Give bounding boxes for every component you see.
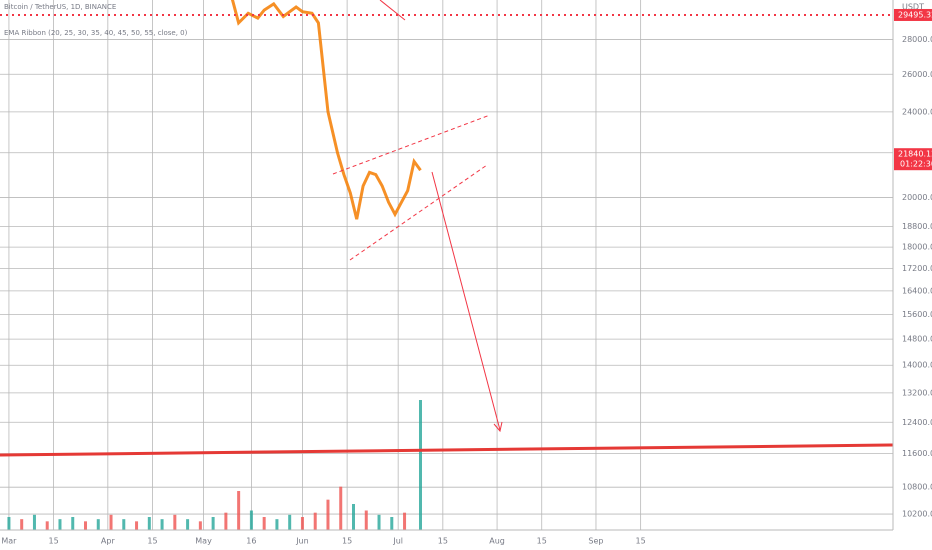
volume-bar <box>403 512 407 530</box>
support-line <box>0 443 894 457</box>
x-tick-label: 15 <box>537 537 547 546</box>
x-tick-label: 15 <box>438 537 448 546</box>
volume-bar <box>198 521 202 530</box>
volume-bar <box>135 521 139 530</box>
y-tick-label: 24000.00 <box>902 107 932 116</box>
y-tick-label: 15600.00 <box>902 310 932 319</box>
volume-bar <box>160 519 164 530</box>
volume-bar <box>173 514 177 530</box>
volume-bar <box>58 519 62 530</box>
volume-bar <box>71 517 75 530</box>
y-tick-label: 20000.00 <box>902 193 932 202</box>
level-tag <box>894 8 932 21</box>
unit-label: USDT <box>902 3 924 12</box>
x-tick-label: Aug <box>489 537 505 546</box>
volume-bar <box>288 514 292 530</box>
x-tick-label: Apr <box>101 537 116 546</box>
volume-bar <box>364 510 368 530</box>
volume-bar <box>418 400 422 530</box>
volume-bar <box>109 514 113 530</box>
y-tick-label: 11600.00 <box>902 449 932 458</box>
symbol-title: Bitcoin / TetherUS, 1D, BINANCE <box>4 3 116 11</box>
volume-bar <box>84 521 88 530</box>
x-tick-label: Jul <box>392 537 403 546</box>
y-tick-label: 12400.00 <box>902 418 932 427</box>
axis-labels: 28000.0026000.0024000.0022000.0020000.00… <box>1 8 932 546</box>
y-tick-label: 14800.00 <box>902 335 932 344</box>
x-tick-label: May <box>195 537 212 546</box>
volume-bar <box>339 486 343 530</box>
y-tick-label: 13200.00 <box>902 388 932 397</box>
volume-bar <box>122 519 126 530</box>
volume-bar <box>186 519 190 530</box>
volume-bar <box>390 517 394 530</box>
volume-bar <box>326 499 330 530</box>
x-tick-label: Sep <box>588 537 603 546</box>
volume-bar <box>20 519 24 530</box>
x-tick-label: 15 <box>147 537 157 546</box>
volume-bar <box>32 514 36 530</box>
x-tick-label: 15 <box>342 537 352 546</box>
arrow-head <box>493 421 503 433</box>
y-tick-label: 18800.00 <box>902 222 932 231</box>
last-price-label: 21840.12 <box>898 150 932 159</box>
plot <box>0 0 893 530</box>
volume-bar <box>262 517 266 530</box>
arrow-line <box>431 171 501 431</box>
countdown-label: 01:22:30 <box>900 160 932 169</box>
level-tag-label: 29495.32 <box>898 10 932 19</box>
grid <box>0 0 893 530</box>
volume-bar <box>300 517 304 530</box>
volume-bar <box>147 517 151 530</box>
x-tick-label: 15 <box>636 537 646 546</box>
x-tick-label: 15 <box>49 537 59 546</box>
y-tick-label: 17200.00 <box>902 264 932 273</box>
volume-bar <box>7 517 11 530</box>
volume-bar <box>313 512 317 530</box>
volume-bar <box>249 510 253 530</box>
last-price-tag <box>894 148 932 171</box>
volume-bar <box>96 519 100 530</box>
y-tick-label: 26000.00 <box>902 70 932 79</box>
x-tick-label: Mar <box>1 537 17 546</box>
y-tick-label: 10800.00 <box>902 483 932 492</box>
price-axis <box>893 0 932 550</box>
volume-bar <box>377 514 381 530</box>
volume-bar <box>351 504 355 530</box>
price-line <box>230 0 422 220</box>
volume-bar <box>211 517 215 530</box>
y-tick-label: 16400.00 <box>902 286 932 295</box>
volume-bar <box>275 519 279 530</box>
y-tick-label: 28000.00 <box>902 35 932 44</box>
y-tick-label: 14000.00 <box>902 361 932 370</box>
y-tick-label: 18000.00 <box>902 243 932 252</box>
indicator-title: EMA Ribbon (20, 25, 30, 35, 40, 45, 50, … <box>4 29 188 37</box>
y-tick-label: 10200.00 <box>902 510 932 519</box>
x-tick-label: Jun <box>295 537 309 546</box>
volume-bar <box>224 512 228 530</box>
trend-line <box>379 0 406 21</box>
x-tick-label: 16 <box>246 537 256 546</box>
volume-bar <box>45 521 49 530</box>
volume-bar <box>237 491 241 530</box>
